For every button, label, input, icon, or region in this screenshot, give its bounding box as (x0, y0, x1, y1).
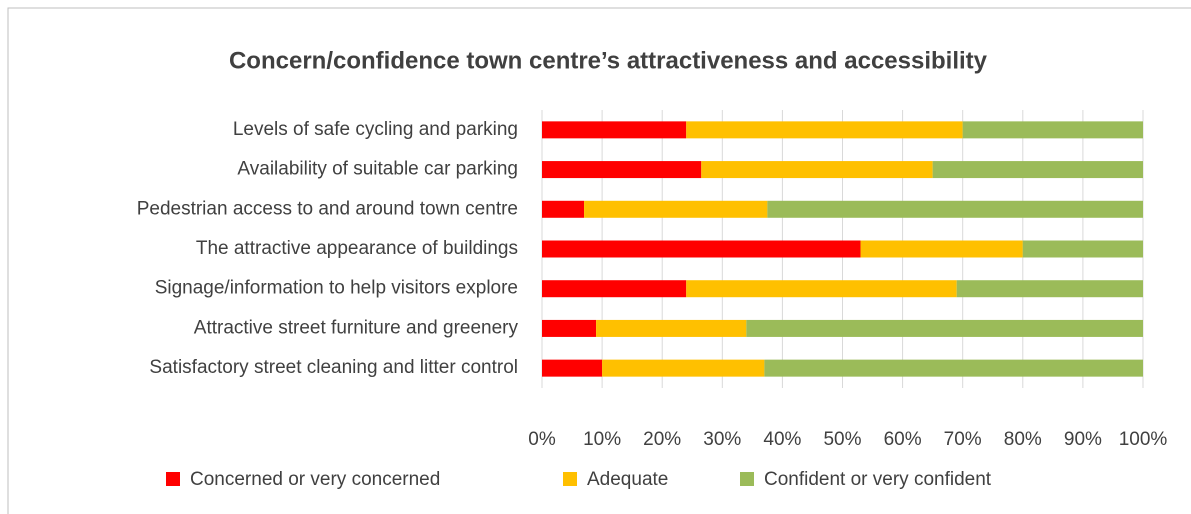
legend-swatch (740, 472, 754, 486)
y-tick-label: Levels of safe cycling and parking (233, 119, 518, 140)
chart-title: Concern/confidence town centre’s attract… (229, 47, 988, 74)
x-tick-label: 70% (944, 429, 982, 450)
x-tick-label: 0% (528, 429, 556, 450)
y-tick-label: Satisfactory street cleaning and litter … (149, 357, 518, 378)
bar-segment (542, 121, 687, 139)
bar-segment (542, 280, 687, 298)
x-tick-label: 40% (763, 429, 801, 450)
bar-segment (860, 240, 1023, 258)
x-tick-label: 80% (1004, 429, 1042, 450)
y-tick-label: Pedestrian access to and around town cen… (137, 198, 518, 219)
x-tick-label: 20% (643, 429, 681, 450)
bar-segment (542, 240, 861, 258)
bar-segment (932, 161, 1143, 179)
y-tick-label: Signage/information to help visitors exp… (155, 278, 518, 299)
legend-label: Concerned or very concerned (190, 469, 440, 490)
bar-segment (686, 121, 963, 139)
legend-swatch (166, 472, 180, 486)
y-tick-label: Attractive street furniture and greenery (194, 317, 519, 338)
bar-segment (764, 359, 1143, 377)
x-tick-label: 30% (703, 429, 741, 450)
x-tick-label: 50% (823, 429, 861, 450)
bar-segment (602, 359, 765, 377)
bar-segment (542, 359, 603, 377)
y-tick-label: The attractive appearance of buildings (196, 238, 518, 259)
x-tick-label: 60% (884, 429, 922, 450)
bar-segment (596, 319, 747, 337)
legend-label: Confident or very confident (764, 469, 992, 490)
x-tick-label: 10% (583, 429, 621, 450)
bar-segment (746, 319, 1143, 337)
bar-segment (1022, 240, 1143, 258)
bar-segment (956, 280, 1143, 298)
bar-segment (542, 319, 597, 337)
bar-segment (584, 200, 768, 218)
bar-segment (542, 200, 585, 218)
x-tick-label: 90% (1064, 429, 1102, 450)
bar-segment (542, 161, 702, 179)
bar-segment (767, 200, 1143, 218)
legend-label: Adequate (587, 469, 668, 490)
bar-segment (686, 280, 957, 298)
chart-frame (7, 7, 1191, 514)
bar-segment (701, 161, 933, 179)
y-tick-label: Availability of suitable car parking (237, 159, 518, 180)
bar-segment (962, 121, 1143, 139)
x-tick-label: 100% (1119, 429, 1168, 450)
legend-swatch (563, 472, 577, 486)
